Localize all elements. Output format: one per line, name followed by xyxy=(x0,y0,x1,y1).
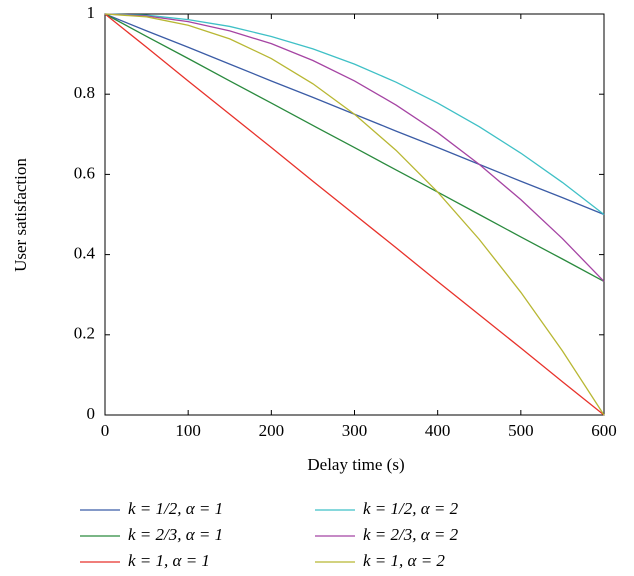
line-series xyxy=(104,13,605,416)
legend-label: k = 1, α = 1 xyxy=(128,551,210,570)
x-tick-label: 100 xyxy=(175,421,201,440)
y-tick-label: 0.6 xyxy=(74,163,95,182)
x-tick-label: 600 xyxy=(591,421,617,440)
line-series xyxy=(104,13,605,416)
y-tick-label: 0.2 xyxy=(74,324,95,343)
y-tick-label: 1 xyxy=(87,3,96,22)
y-tick-label: 0 xyxy=(87,404,96,423)
legend-label: k = 2/3, α = 2 xyxy=(363,525,459,544)
line-series xyxy=(104,13,605,282)
y-tick-label: 0.8 xyxy=(74,83,95,102)
legend-label: k = 2/3, α = 1 xyxy=(128,525,223,544)
x-axis-label: Delay time (s) xyxy=(307,455,404,474)
y-axis-label: User satisfaction xyxy=(11,158,30,272)
x-tick-label: 0 xyxy=(101,421,110,440)
x-tick-label: 500 xyxy=(508,421,534,440)
legend-label: k = 1, α = 2 xyxy=(363,551,445,570)
y-tick-label: 0.4 xyxy=(74,244,96,263)
x-tick-label: 200 xyxy=(259,421,285,440)
legend-label: k = 1/2, α = 1 xyxy=(128,499,223,518)
x-tick-label: 300 xyxy=(342,421,368,440)
line-series xyxy=(104,13,605,216)
legend-label: k = 1/2, α = 2 xyxy=(363,499,459,518)
x-tick-label: 400 xyxy=(425,421,451,440)
line-series xyxy=(104,13,605,283)
